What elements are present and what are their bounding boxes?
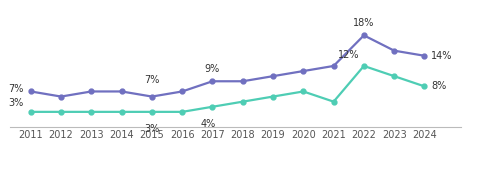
Primary <box>180 111 185 113</box>
Secondary <box>28 90 34 93</box>
Primary <box>119 111 124 113</box>
Text: 4%: 4% <box>201 119 216 129</box>
Text: 12%: 12% <box>338 50 360 60</box>
Primary <box>391 75 397 77</box>
Primary <box>300 90 306 93</box>
Secondary <box>331 65 336 67</box>
Secondary <box>149 95 155 98</box>
Text: 14%: 14% <box>432 51 453 61</box>
Primary <box>270 95 276 98</box>
Secondary <box>391 50 397 52</box>
Text: 18%: 18% <box>353 18 374 28</box>
Secondary <box>361 34 367 36</box>
Primary <box>149 111 155 113</box>
Text: 8%: 8% <box>432 81 447 91</box>
Secondary <box>240 80 246 82</box>
Primary <box>331 101 336 103</box>
Primary <box>361 65 367 67</box>
Primary <box>88 111 94 113</box>
Primary <box>28 111 34 113</box>
Secondary <box>119 90 124 93</box>
Text: 7%: 7% <box>144 74 160 85</box>
Secondary <box>421 55 427 57</box>
Secondary <box>270 75 276 77</box>
Text: 9%: 9% <box>205 64 220 74</box>
Primary <box>210 106 216 108</box>
Line: Secondary: Secondary <box>28 33 427 99</box>
Text: 3%: 3% <box>144 124 159 134</box>
Secondary <box>180 90 185 93</box>
Secondary <box>88 90 94 93</box>
Text: 7%: 7% <box>9 84 24 94</box>
Secondary <box>58 95 64 98</box>
Primary <box>421 85 427 88</box>
Line: Primary: Primary <box>28 64 427 114</box>
Primary <box>240 101 246 103</box>
Secondary <box>300 70 306 72</box>
Primary <box>58 111 64 113</box>
Secondary <box>210 80 216 82</box>
Text: 3%: 3% <box>9 98 24 108</box>
